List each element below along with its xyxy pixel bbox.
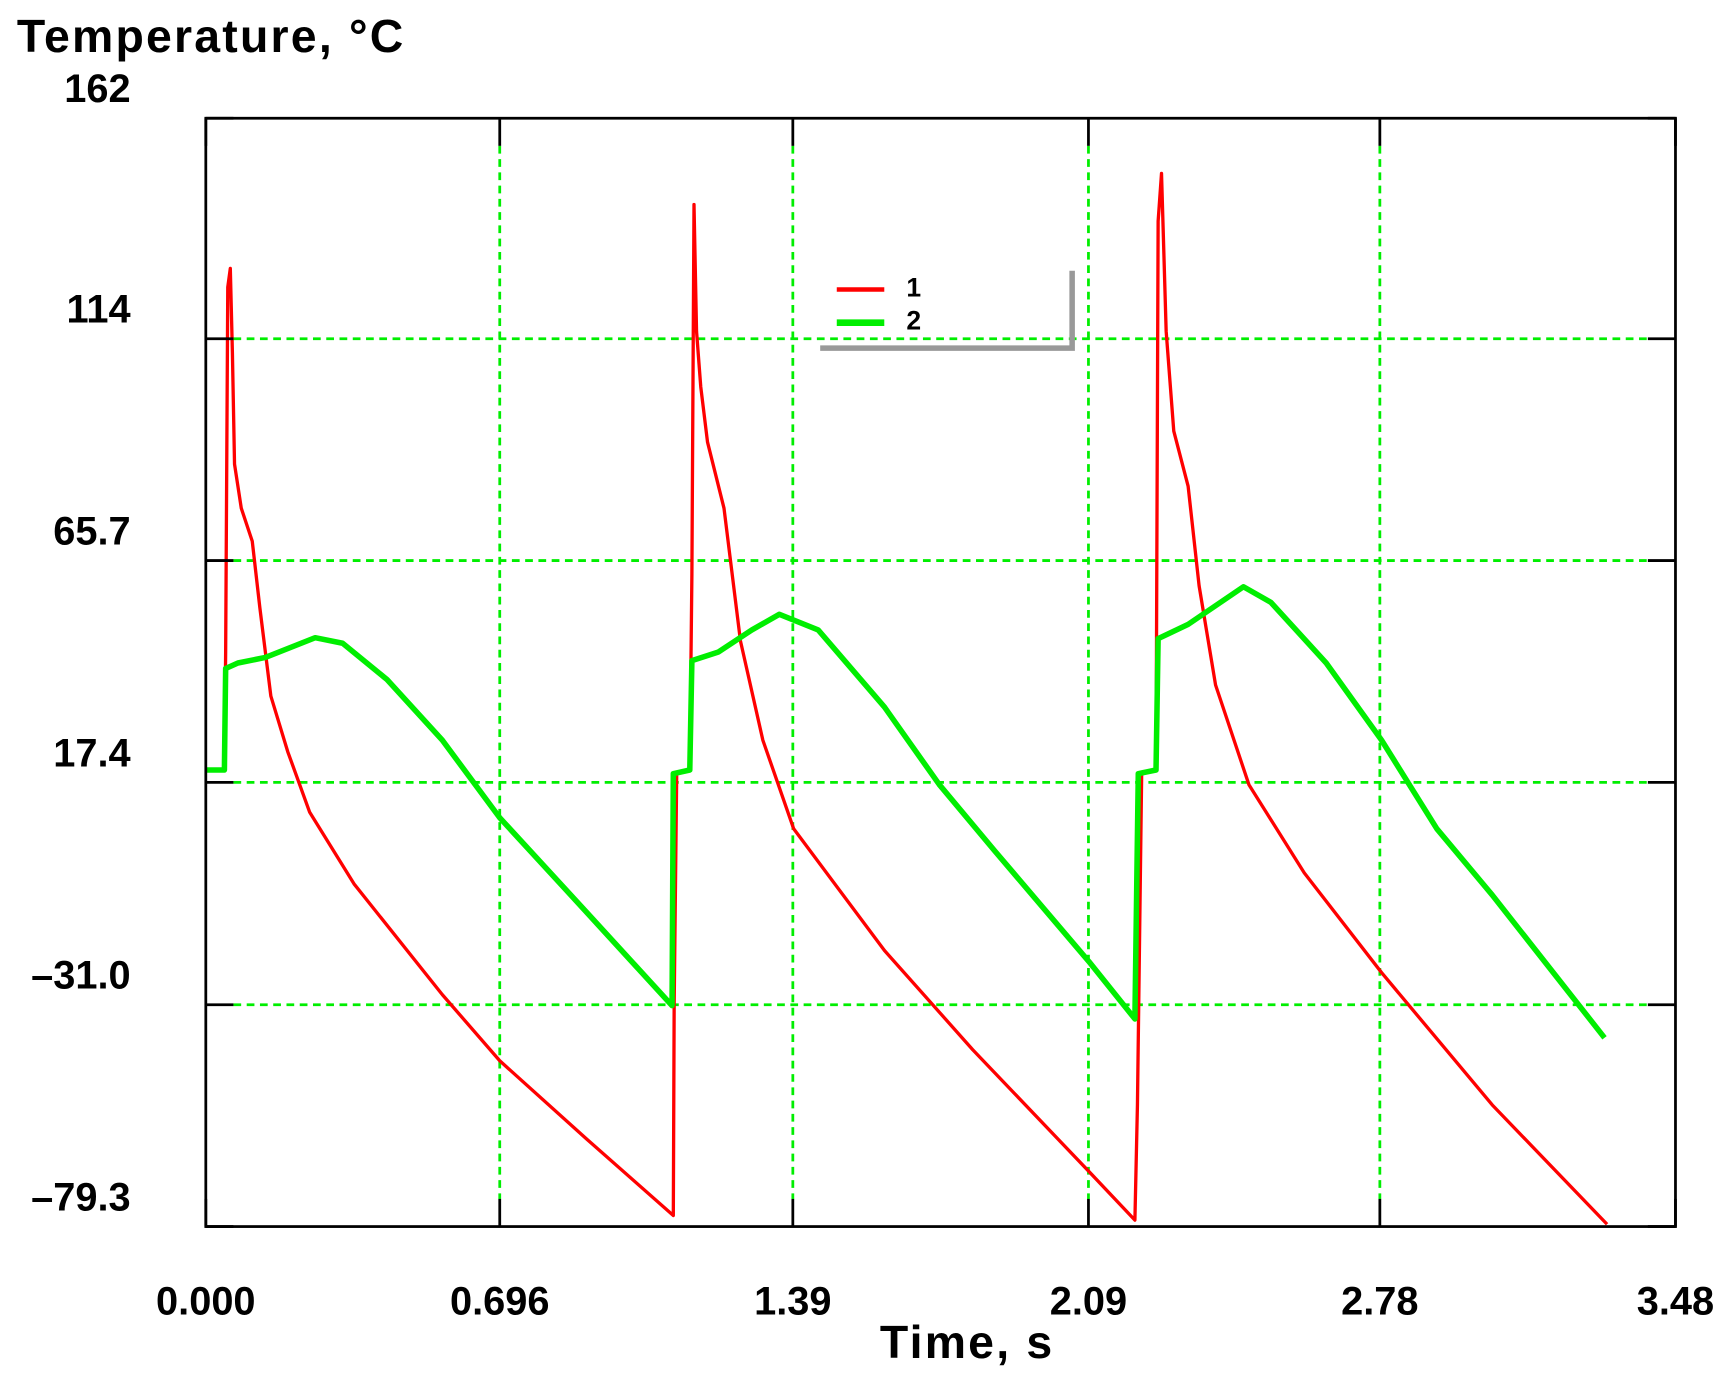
x-tick-label: 0.696 [450,1279,550,1323]
plot-frame [204,116,1677,1228]
y-tick-label: 162 [64,67,130,111]
series-line [205,171,1609,1226]
legend-label: 1 [906,273,921,303]
x-axis-label: Time, s [880,1316,1055,1368]
y-tick-label: –79.3 [31,1176,131,1220]
legend-shadow [820,270,1075,351]
x-tick-label: 0.000 [156,1279,256,1323]
y-tick-label: 17.4 [53,731,130,775]
y-tick-label: 114 [67,288,131,332]
plot-lines [205,171,1609,1226]
x-tick-label: 2.78 [1341,1279,1418,1323]
chart-title: Temperature, °C [17,10,406,62]
x-tick-label: 2.09 [1050,1279,1127,1323]
legend: 12 [820,270,1075,351]
legend-label: 2 [906,306,921,336]
x-tick-label: 3.48 [1637,1279,1714,1323]
axes: –79.3 –31.0 17.4 65.7 114 162 0.000 0.696 1.39 2.… [31,67,1714,1323]
y-tick-label: 65.7 [53,510,130,554]
series-line [205,583,1607,1040]
x-tick-label: 1.39 [754,1279,831,1323]
y-tick-label: –31.0 [31,954,131,998]
